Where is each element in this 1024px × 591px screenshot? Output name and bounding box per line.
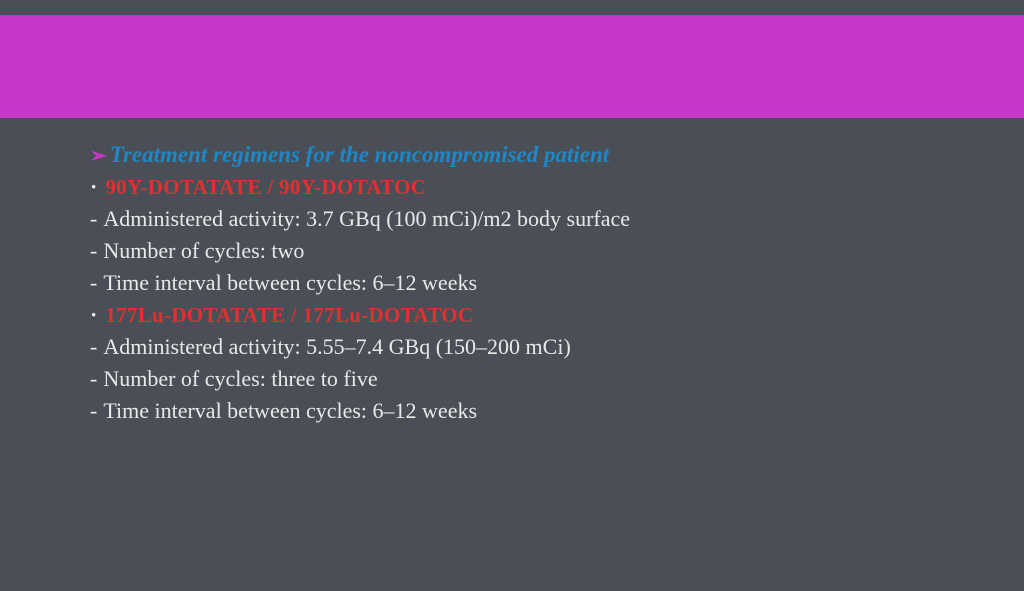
detail-text: Time interval between cycles: 6–12 weeks <box>103 270 477 296</box>
dash-icon: - <box>90 270 97 296</box>
detail-line: - Time interval between cycles: 6–12 wee… <box>90 398 934 424</box>
heading-text: Treatment regimens for the noncompromise… <box>110 142 609 168</box>
detail-line: - Number of cycles: two <box>90 238 934 264</box>
detail-text: Administered activity: 5.55–7.4 GBq (150… <box>103 334 570 360</box>
heading-line: ➢ Treatment regimens for the noncompromi… <box>90 142 934 168</box>
detail-text: Time interval between cycles: 6–12 weeks <box>103 398 477 424</box>
detail-text: Number of cycles: two <box>103 238 304 264</box>
detail-line: - Time interval between cycles: 6–12 wee… <box>90 270 934 296</box>
dash-icon: - <box>90 366 97 392</box>
dash-icon: - <box>90 398 97 424</box>
compound-line-2: · 177Lu-DOTATATE / 177Lu-DOTATOC <box>90 302 934 328</box>
detail-text: Administered activity: 3.7 GBq (100 mCi)… <box>103 206 630 232</box>
dash-icon: - <box>90 334 97 360</box>
compound-title-1: 90Y-DOTATATE / 90Y-DOTATOC <box>105 175 426 200</box>
detail-text: Number of cycles: three to five <box>103 366 377 392</box>
dash-icon: - <box>90 238 97 264</box>
slide-content: ➢ Treatment regimens for the noncompromi… <box>0 118 1024 424</box>
detail-line: - Number of cycles: three to five <box>90 366 934 392</box>
arrow-icon: ➢ <box>90 143 107 168</box>
detail-line: - Administered activity: 5.55–7.4 GBq (1… <box>90 334 934 360</box>
dash-icon: - <box>90 206 97 232</box>
bullet-dot: · <box>90 302 97 328</box>
compound-line-1: · 90Y-DOTATATE / 90Y-DOTATOC <box>90 174 934 200</box>
detail-line: - Administered activity: 3.7 GBq (100 mC… <box>90 206 934 232</box>
compound-title-2: 177Lu-DOTATATE / 177Lu-DOTATOC <box>105 303 473 328</box>
header-band <box>0 15 1024 118</box>
bullet-dot: · <box>90 174 97 200</box>
